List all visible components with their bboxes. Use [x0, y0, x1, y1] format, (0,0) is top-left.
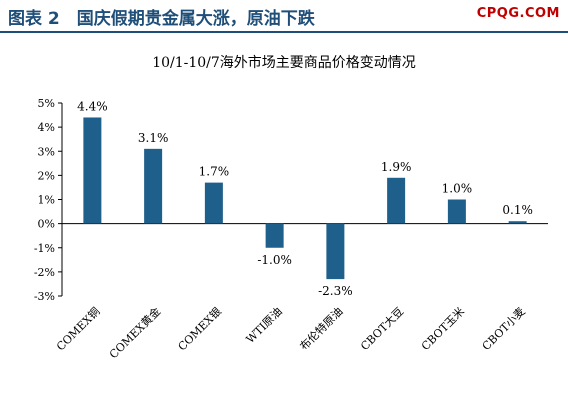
- category-label: CBOT大豆: [357, 304, 406, 353]
- chart-title: 10/1-10/7海外市场主要商品价格变动情况: [152, 55, 416, 71]
- y-tick-label: 2%: [38, 169, 55, 182]
- bar: [265, 223, 284, 248]
- data-label: 4.4%: [77, 99, 108, 113]
- y-tick-label: 1%: [38, 194, 55, 207]
- bar: [83, 117, 102, 224]
- y-tick-label: -1%: [34, 242, 55, 255]
- category-label: COMEX银: [175, 304, 224, 353]
- category-label: COMEX黄金: [106, 304, 163, 361]
- bar: [144, 148, 163, 224]
- header-divider: [0, 31, 568, 33]
- data-label: -2.3%: [318, 284, 353, 298]
- y-tick-label: -3%: [34, 290, 55, 303]
- y-tick-label: -2%: [34, 266, 55, 279]
- bar: [326, 223, 345, 280]
- category-label: 布伦特原油: [297, 304, 346, 353]
- y-tick-label: 0%: [38, 218, 55, 231]
- data-label: 0.1%: [502, 203, 533, 217]
- y-tick-label: 3%: [38, 145, 55, 158]
- header: 图表 2 国庆假期贵金属大涨，原油下跌 CPQG.COM: [0, 0, 568, 30]
- bar: [204, 182, 223, 224]
- category-label: COMEX铜: [53, 304, 102, 353]
- data-label: -1.0%: [257, 253, 292, 267]
- data-label: 1.9%: [381, 160, 412, 174]
- y-tick-label: 5%: [38, 97, 55, 110]
- y-tick-label: 4%: [38, 121, 55, 134]
- bar: [447, 199, 466, 224]
- category-label: WTI原油: [243, 304, 285, 346]
- brand-watermark: CPQG.COM: [476, 6, 560, 21]
- data-label: 3.1%: [138, 131, 169, 145]
- category-label: CBOT玉米: [419, 305, 467, 353]
- category-label: CBOT小麦: [480, 305, 528, 353]
- data-label: 1.0%: [442, 182, 473, 196]
- figure-title: 图表 2 国庆假期贵金属大涨，原油下跌: [8, 9, 315, 29]
- data-label: 1.7%: [199, 165, 230, 179]
- bar: [508, 221, 527, 224]
- bar: [387, 177, 406, 224]
